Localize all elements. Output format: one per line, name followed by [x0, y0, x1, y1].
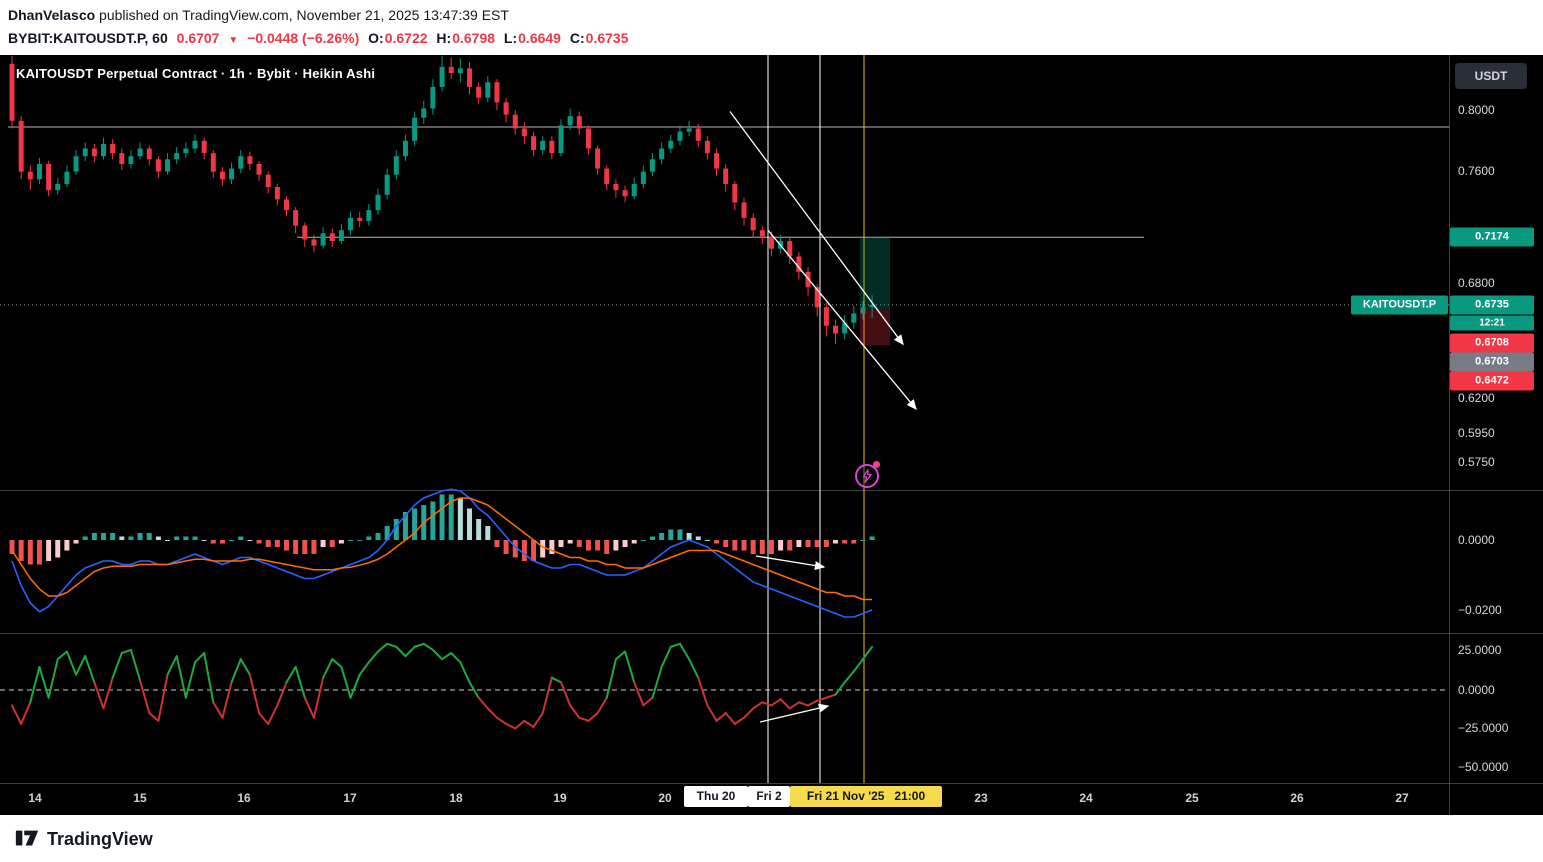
- price-axis-label: 0.5750: [1458, 455, 1495, 469]
- time-axis-label: 27: [1395, 791, 1409, 805]
- price-axis-label: 0.0000: [1458, 533, 1495, 547]
- down-triangle-icon: ▼: [228, 35, 239, 46]
- low-value: 0.6649: [518, 30, 561, 46]
- time-axis-label: 18: [449, 791, 463, 805]
- low-label: L:: [503, 30, 518, 46]
- price-badge: 12:21: [1450, 315, 1534, 331]
- symbol-info-bar: BYBIT:KAITOUSDT.P, 60 0.6707 ▼ −0.0448 (…: [8, 30, 633, 46]
- publish-info: published on TradingView.com, November 2…: [99, 7, 509, 23]
- price-axis-label: 0.6800: [1458, 276, 1495, 290]
- price-axis-label: 25.0000: [1458, 643, 1502, 657]
- high-value: 0.6798: [452, 30, 496, 46]
- time-axis-label: 20: [658, 791, 672, 805]
- tradingview-logo-icon: [15, 830, 39, 846]
- open-value: 0.6722: [384, 30, 428, 46]
- close-label: C:: [569, 30, 585, 46]
- price-change: −0.0448 (−6.26%): [247, 30, 360, 46]
- time-marker-label: Fri 21 Nov '25 21:00: [790, 786, 942, 807]
- author-name: DhanVelasco: [8, 7, 96, 23]
- lightning-icon: [862, 469, 872, 483]
- price-axis-label: 0.5950: [1458, 426, 1495, 440]
- price-axis-label: 0.6200: [1458, 391, 1495, 405]
- footer: TradingView: [0, 815, 1543, 862]
- high-label: H:: [436, 30, 452, 46]
- price-badge: 0.6735: [1450, 295, 1534, 315]
- publish-header: DhanVelasco published on TradingView.com…: [8, 7, 509, 23]
- time-axis-label: 14: [28, 791, 42, 805]
- last-price: 0.6707: [176, 30, 220, 46]
- time-axis-label: 17: [343, 791, 357, 805]
- tradingview-logo-text: TradingView: [47, 828, 153, 849]
- time-axis-label: 16: [237, 791, 251, 805]
- time-marker-label: Fri 2: [748, 786, 790, 807]
- chart-legend[interactable]: KAITOUSDT Perpetual Contract · 1h · Bybi…: [16, 66, 376, 81]
- chart-area[interactable]: [0, 55, 1543, 815]
- open-label: O:: [368, 30, 384, 46]
- price-axis-label: 0.8000: [1458, 103, 1495, 117]
- price-axis-label: 0.0000: [1458, 683, 1495, 697]
- flash-button[interactable]: [855, 464, 879, 488]
- price-axis-label: −0.0200: [1458, 603, 1502, 617]
- price-axis-label: −25.0000: [1458, 721, 1509, 735]
- time-axis-label: 19: [553, 791, 567, 805]
- currency-usdt-button[interactable]: USDT: [1455, 63, 1527, 89]
- price-badge: 0.6703: [1450, 352, 1534, 372]
- tradingview-logo[interactable]: TradingView: [14, 826, 153, 852]
- price-badge: 0.6708: [1450, 333, 1534, 353]
- time-axis-label: 25: [1185, 791, 1199, 805]
- close-value: 0.6735: [585, 30, 629, 46]
- time-marker-label: Thu 20: [684, 786, 748, 807]
- time-axis-label: 26: [1290, 791, 1304, 805]
- time-axis-label: 15: [133, 791, 147, 805]
- price-axis-label: 0.7600: [1458, 164, 1495, 178]
- price-axis-label: −50.0000: [1458, 760, 1509, 774]
- symbol-price-badge: KAITOUSDT.P: [1351, 295, 1448, 315]
- time-axis-label: 24: [1079, 791, 1093, 805]
- time-axis-label: 23: [974, 791, 988, 805]
- price-badge: 0.7174: [1450, 227, 1534, 247]
- notification-dot: [873, 461, 880, 468]
- symbol-title: BYBIT:KAITOUSDT.P, 60: [8, 30, 168, 46]
- price-badge: 0.6472: [1450, 371, 1534, 391]
